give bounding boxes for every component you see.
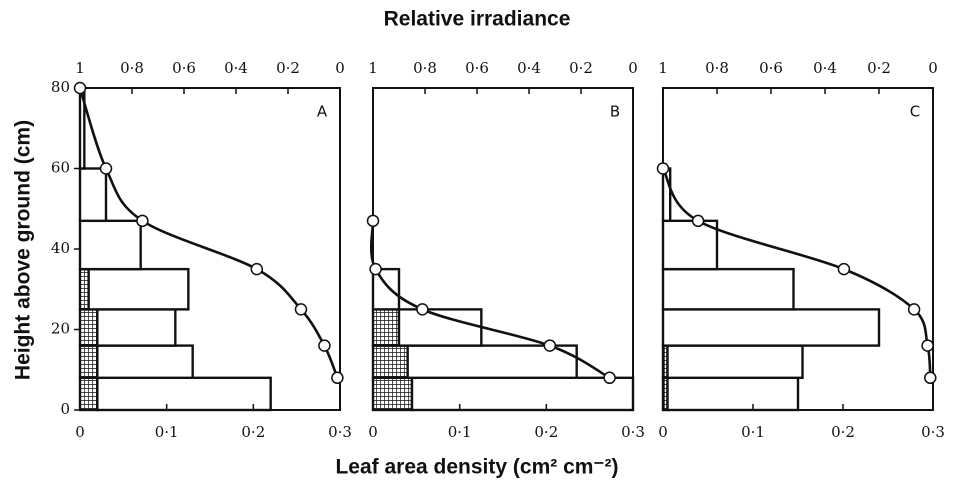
y-tick-label: 80 xyxy=(51,78,70,96)
x2-tick-label: 0 xyxy=(928,59,938,77)
x-tick-label: 0·3 xyxy=(328,423,352,441)
x2-tick-label: 0·4 xyxy=(517,59,541,77)
x-tick-label: 0·3 xyxy=(921,423,945,441)
irradiance-point xyxy=(294,303,308,316)
irradiance-point xyxy=(318,339,331,352)
x2-tick-label: 0·6 xyxy=(465,59,489,77)
bar xyxy=(410,376,635,412)
figure-title: Relative irradiance xyxy=(384,8,571,31)
x2-tick-label: 0·8 xyxy=(705,59,729,77)
hatched-bar xyxy=(78,267,90,311)
x2-tick-label: 0·2 xyxy=(569,59,593,77)
irradiance-point xyxy=(543,339,557,352)
irradiance-point xyxy=(136,214,149,228)
panel-label: C xyxy=(910,103,920,121)
y-tick-label: 40 xyxy=(51,239,70,257)
irradiance-point xyxy=(416,303,429,316)
irradiance-point xyxy=(907,303,921,316)
hatched-bar xyxy=(371,376,414,412)
x-tick-label: 0 xyxy=(75,423,85,441)
bar xyxy=(661,219,719,271)
irradiance-point xyxy=(921,339,934,352)
hatched-bar xyxy=(371,308,401,347)
bar xyxy=(666,376,800,412)
bar xyxy=(96,376,272,412)
x-axis-label: Leaf area density (cm² cm⁻²) xyxy=(335,456,618,479)
bar xyxy=(666,344,804,380)
y-tick-label: 60 xyxy=(51,159,70,177)
x-tick-label: 0·2 xyxy=(831,423,855,441)
x2-tick-label: 0 xyxy=(335,59,345,77)
irradiance-point xyxy=(924,371,937,385)
x2-tick-label: 0·6 xyxy=(172,59,196,77)
irradiance-point xyxy=(73,81,87,95)
irradiance-point xyxy=(99,162,113,175)
bar xyxy=(78,167,108,223)
x-tick-label: 0·3 xyxy=(621,423,645,441)
x2-tick-label: 1 xyxy=(75,59,85,77)
x-tick-label: 0·1 xyxy=(155,423,179,441)
plot-frame xyxy=(662,87,934,411)
bar xyxy=(96,308,177,347)
irradiance-point xyxy=(656,162,670,175)
irradiance-point xyxy=(331,371,344,385)
bar xyxy=(661,267,795,311)
y-tick-label: 20 xyxy=(51,320,70,338)
irradiance-point xyxy=(691,214,705,228)
x-tick-label: 0 xyxy=(658,423,668,441)
bar xyxy=(661,308,881,347)
x-tick-label: 0 xyxy=(368,423,378,441)
bar xyxy=(78,219,142,271)
irradiance-curve xyxy=(369,220,611,379)
x-tick-label: 0·2 xyxy=(241,423,265,441)
irradiance-point xyxy=(369,262,382,276)
x2-tick-label: 0·8 xyxy=(413,59,437,77)
x2-tick-label: 0 xyxy=(628,59,638,77)
x2-tick-label: 1 xyxy=(368,59,378,77)
hatched-bar xyxy=(78,376,99,412)
panel-label: A xyxy=(317,103,328,121)
bar xyxy=(96,344,194,380)
irradiance-point xyxy=(366,214,380,228)
plot-frame xyxy=(372,87,634,411)
x2-tick-label: 0·4 xyxy=(813,59,837,77)
x2-tick-label: 0·2 xyxy=(276,59,300,77)
hatched-bar xyxy=(78,308,99,347)
x2-tick-label: 0·6 xyxy=(759,59,783,77)
panel-label: B xyxy=(610,103,620,121)
x2-tick-label: 0·2 xyxy=(867,59,891,77)
y-axis-label: Height above ground (cm) xyxy=(12,120,35,380)
x-tick-label: 0·1 xyxy=(448,423,472,441)
irradiance-point xyxy=(837,262,851,276)
x-tick-label: 0·2 xyxy=(534,423,558,441)
hatched-bar xyxy=(78,344,99,380)
irradiance-point xyxy=(603,371,616,385)
bar xyxy=(87,267,190,311)
x-tick-label: 0·1 xyxy=(741,423,765,441)
irradiance-point xyxy=(250,262,264,276)
x2-tick-label: 0·8 xyxy=(120,59,144,77)
hatched-bar xyxy=(371,344,409,380)
x2-tick-label: 0·4 xyxy=(224,59,248,77)
y-tick-label: 0 xyxy=(60,400,70,418)
x2-tick-label: 1 xyxy=(658,59,668,77)
